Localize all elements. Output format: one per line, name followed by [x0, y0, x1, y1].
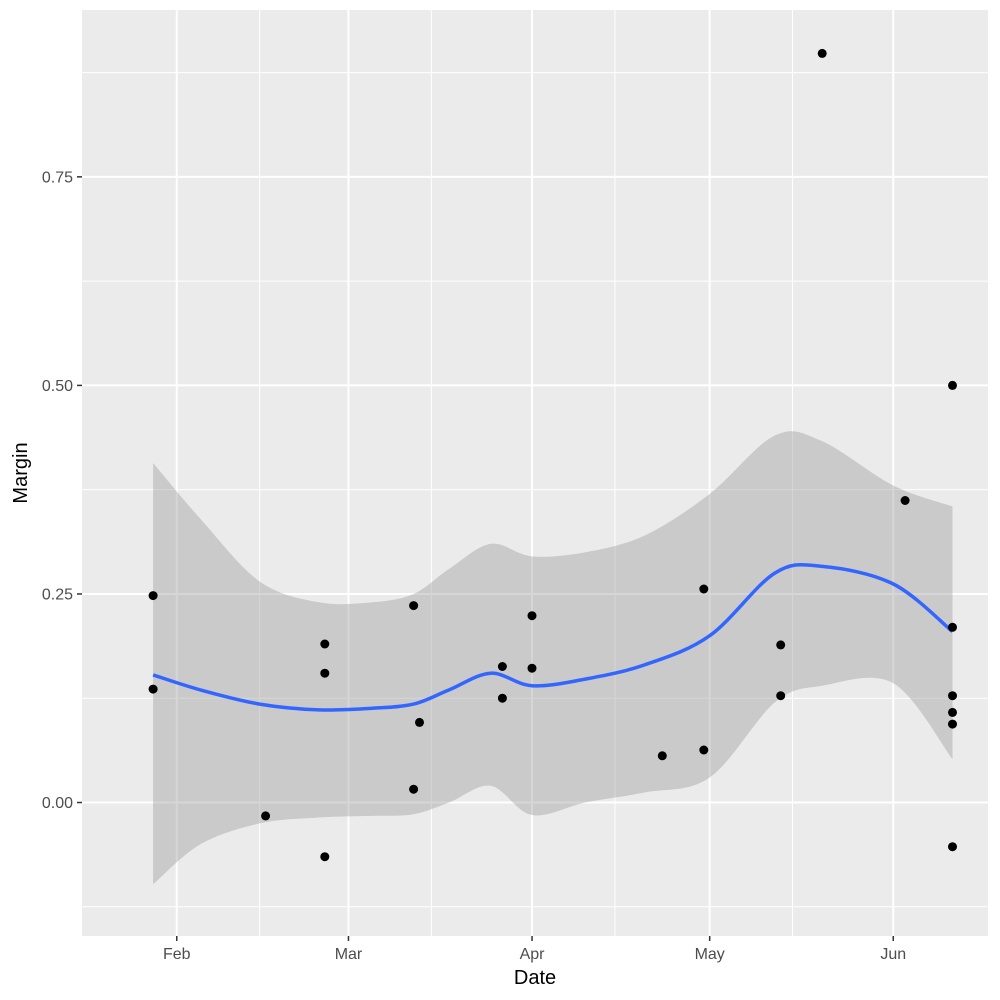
x-tick-label: Jun — [880, 946, 906, 963]
y-tick-label: 0.25 — [42, 586, 73, 603]
data-point — [320, 852, 330, 862]
y-tick-label: 0.50 — [42, 378, 73, 395]
y-axis: 0.00 0.25 0.50 0.75 — [42, 169, 82, 812]
data-point — [900, 496, 910, 505]
data-point — [409, 784, 419, 794]
data-point — [409, 601, 419, 611]
major-gridlines — [82, 10, 988, 936]
x-axis: Feb Mar Apr May Jun — [163, 936, 906, 963]
data-point — [527, 611, 537, 621]
data-point — [948, 842, 957, 852]
minor-gridlines — [82, 10, 988, 936]
data-points — [148, 48, 957, 862]
data-point — [699, 745, 709, 755]
data-point — [776, 640, 786, 650]
y-tick-label: 0.00 — [42, 795, 73, 812]
data-point — [261, 811, 271, 821]
x-tick-label: Feb — [163, 946, 191, 963]
x-tick-label: Apr — [520, 946, 546, 963]
y-tick-label: 0.75 — [42, 169, 73, 186]
confidence-ribbon — [153, 431, 953, 885]
data-point — [776, 691, 786, 701]
data-point — [948, 622, 957, 632]
data-point — [948, 707, 957, 717]
data-point — [415, 717, 424, 727]
y-axis-title: Margin — [10, 442, 32, 503]
data-point — [148, 591, 158, 601]
data-point — [699, 584, 709, 594]
smooth-trend-line — [152, 562, 954, 712]
data-point — [497, 662, 507, 671]
x-tick-label: Mar — [335, 946, 363, 963]
data-point — [948, 691, 957, 701]
data-point — [657, 751, 667, 761]
x-axis-title: Date — [514, 967, 556, 989]
data-point — [527, 663, 537, 673]
x-tick-label: May — [695, 946, 725, 963]
plot-panel — [82, 10, 988, 936]
data-point — [497, 693, 507, 703]
data-point — [320, 668, 330, 678]
data-point — [320, 639, 330, 649]
data-point — [148, 684, 158, 694]
data-point — [948, 719, 957, 729]
data-point — [817, 48, 827, 58]
data-point — [948, 380, 957, 390]
